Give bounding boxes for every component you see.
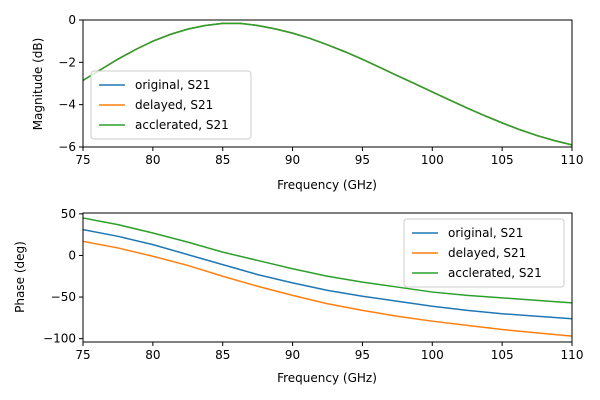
phase-x-tick-label: 95 [355,348,370,362]
phase-legend-label: delayed, S21 [448,246,526,260]
phase-x-tick-label: 100 [421,348,444,362]
phase-y-tick-label: −100 [43,332,76,346]
magnitude-y-tick-label: 0 [68,13,76,27]
magnitude-x-axis-label: Frequency (GHz) [277,178,377,192]
phase-x-tick-label: 110 [561,348,584,362]
phase-x-tick-label: 85 [215,348,230,362]
magnitude-x-tick-label: 75 [75,153,90,167]
magnitude-x-tick-label: 110 [561,153,584,167]
magnitude-legend-label: original, S21 [135,78,210,92]
phase-x-axis-label: Frequency (GHz) [277,371,377,385]
magnitude-y-tick-label: −6 [58,140,76,154]
phase-x-tick-label: 80 [145,348,160,362]
magnitude-x-tick-label: 85 [215,153,230,167]
phase-series-line-2 [83,240,572,337]
magnitude-x-tick-label: 80 [145,153,160,167]
phase-y-axis-label: Phase (deg) [13,241,27,313]
phase-panel: Frequency (GHz) Phase (deg) 75 80 85 90 95 10… [13,207,583,385]
magnitude-y-tick-label: −2 [58,55,76,69]
phase-legend-label: acclerated, S21 [448,266,542,280]
phase-y-tick-label: 0 [68,248,76,262]
phase-y-tick-label: 50 [61,207,76,221]
phase-legend: original, S21 delayed, S21 acclerated, S21 [403,218,565,288]
magnitude-x-tick-label: 105 [491,153,514,167]
phase-x-tick-label: 105 [491,348,514,362]
magnitude-x-tick-label: 95 [355,153,370,167]
magnitude-plot-frame [82,19,573,148]
phase-plot-frame [82,212,573,343]
magnitude-legend: original, S21 delayed, S21 acclerated, S21 [90,70,252,140]
magnitude-x-tick-label: 100 [421,153,444,167]
phase-series-line-1 [83,228,572,320]
phase-x-tick-label: 75 [75,348,90,362]
magnitude-y-axis-label: Magnitude (dB) [31,38,45,131]
phase-series-line-3 [83,217,572,304]
magnitude-series-line-3 [83,22,572,146]
magnitude-y-tick-label: −4 [58,98,76,112]
magnitude-legend-label: acclerated, S21 [135,118,229,132]
magnitude-panel: Frequency (GHz) Magnitude (dB) 75 80 85 90 9… [31,13,583,192]
magnitude-legend-label: delayed, S21 [135,98,213,112]
phase-x-tick-label: 90 [285,348,300,362]
magnitude-x-tick-label: 90 [285,153,300,167]
phase-legend-label: original, S21 [448,226,523,240]
phase-y-tick-label: −50 [51,290,76,304]
phase-legend-box [403,218,565,288]
magnitude-legend-box [90,70,252,140]
